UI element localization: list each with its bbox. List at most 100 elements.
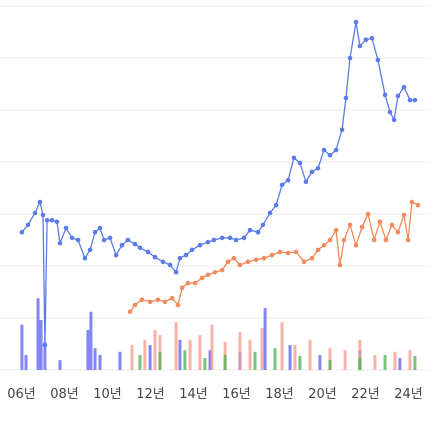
point: [199, 275, 205, 281]
x-tick-label: 12년: [136, 387, 165, 402]
x-tick-label: 06년: [7, 387, 36, 402]
point: [415, 202, 421, 208]
point: [339, 127, 345, 133]
bar: [89, 311, 93, 370]
point: [255, 229, 261, 235]
point: [382, 92, 388, 98]
x-tick-label: 18년: [265, 387, 294, 402]
bar: [183, 350, 187, 370]
bar: [383, 354, 387, 370]
point: [371, 237, 377, 243]
point: [245, 259, 251, 265]
point: [32, 210, 38, 216]
bar: [24, 354, 28, 370]
point: [309, 169, 315, 175]
point: [327, 152, 333, 158]
point: [179, 285, 185, 291]
point: [49, 217, 55, 223]
bar: [293, 345, 297, 370]
point: [405, 237, 411, 243]
bar: [398, 358, 402, 370]
point: [155, 297, 161, 303]
point: [139, 297, 145, 303]
point: [395, 93, 401, 99]
point: [315, 247, 321, 253]
point: [57, 240, 63, 246]
point: [375, 57, 381, 63]
bar: [138, 354, 142, 370]
point: [407, 97, 413, 103]
point: [101, 237, 107, 243]
point: [267, 210, 273, 216]
point: [391, 117, 397, 123]
bar: [86, 329, 90, 370]
bar: [308, 339, 312, 370]
point: [321, 242, 327, 248]
bar: [148, 345, 152, 370]
point: [219, 267, 225, 273]
point: [197, 242, 203, 248]
point: [327, 237, 333, 243]
bar: [408, 350, 412, 370]
bar: [93, 348, 97, 370]
point: [333, 147, 339, 153]
bar: [208, 350, 212, 370]
point: [377, 219, 383, 225]
point: [363, 37, 369, 43]
point: [119, 242, 125, 248]
point: [227, 235, 233, 241]
bar: [188, 339, 192, 370]
x-tick-label: 22년: [351, 387, 380, 402]
point: [303, 179, 309, 185]
point: [387, 109, 393, 115]
point: [125, 237, 131, 243]
bar: [20, 324, 24, 370]
bar: [280, 322, 284, 370]
point: [273, 202, 279, 208]
point: [277, 249, 283, 255]
point: [87, 247, 93, 253]
point: [54, 219, 60, 225]
point: [189, 247, 195, 253]
bar: [358, 339, 362, 370]
point: [285, 250, 291, 256]
point: [175, 302, 181, 308]
point: [261, 255, 267, 261]
bar: [118, 351, 122, 370]
point: [113, 252, 119, 258]
point: [401, 212, 407, 218]
x-tick-label: 14년: [179, 387, 208, 402]
point: [260, 222, 266, 228]
bar: [153, 329, 157, 370]
point: [97, 225, 103, 231]
bar: [178, 339, 182, 370]
point: [315, 165, 321, 171]
bar: [413, 355, 417, 370]
point: [205, 272, 211, 278]
line: [129, 201, 419, 313]
point: [347, 222, 353, 228]
bar: [253, 351, 257, 370]
bar: [298, 355, 302, 370]
point: [19, 229, 25, 235]
point: [341, 237, 347, 243]
point: [211, 237, 217, 243]
point: [37, 199, 43, 205]
point: [173, 269, 179, 275]
point: [225, 259, 231, 265]
bar: [58, 360, 62, 370]
bar: [198, 335, 202, 370]
point: [359, 224, 365, 230]
point: [389, 222, 395, 228]
bar: [174, 322, 178, 370]
point: [337, 262, 343, 268]
point: [301, 259, 307, 265]
bar: [273, 348, 277, 370]
bar: [358, 358, 362, 370]
bar: [248, 339, 252, 370]
bar: [43, 341, 47, 370]
point: [185, 280, 191, 286]
point: [82, 255, 88, 261]
